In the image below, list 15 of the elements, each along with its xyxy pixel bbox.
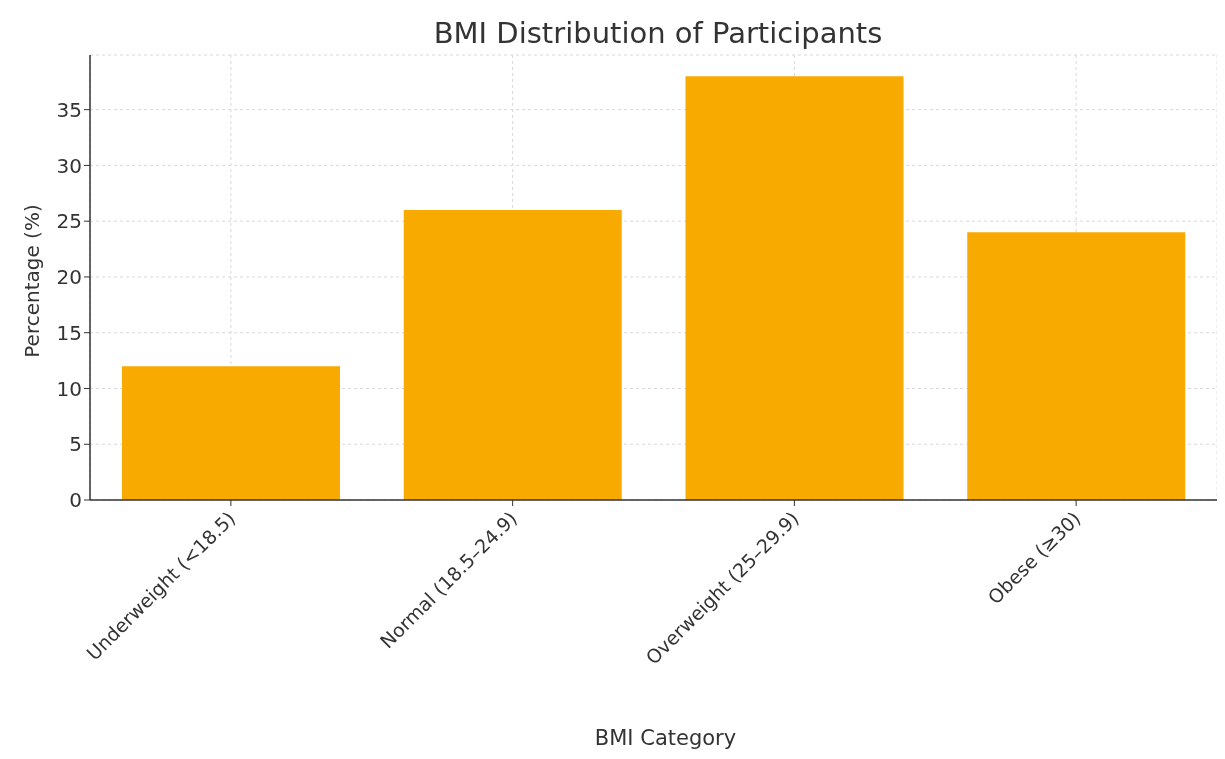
- bar: [122, 366, 340, 500]
- x-axis-title: BMI Category: [593, 726, 738, 750]
- chart-title: BMI Distribution of Participants: [432, 16, 884, 50]
- y-tick-label: 35: [56, 97, 82, 122]
- bar: [403, 210, 622, 500]
- y-tick-label: 5: [69, 432, 82, 457]
- bar: [967, 232, 1186, 500]
- y-axis-title: Percentage (%): [20, 204, 44, 358]
- y-tick-label: 25: [56, 209, 82, 234]
- y-tick-label: 15: [56, 320, 82, 345]
- y-tick-label: 30: [56, 153, 82, 178]
- y-tick-label: 20: [56, 265, 82, 290]
- bar: [685, 76, 904, 500]
- y-tick-label: 10: [56, 376, 82, 401]
- y-tick-label: 0: [69, 488, 82, 513]
